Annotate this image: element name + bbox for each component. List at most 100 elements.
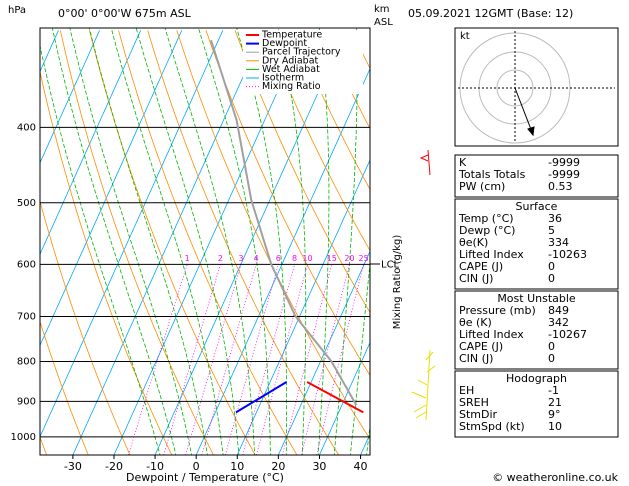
wet-adiabat <box>69 28 193 455</box>
index-label: Lifted Index <box>459 328 524 341</box>
dry-adiabat <box>147 30 340 455</box>
index-value: 0 <box>548 272 555 285</box>
isotherm <box>40 30 183 347</box>
indices-panel: K -9999 Totals Totals -9999 PW (cm) 0.53 Surfa… <box>454 154 619 438</box>
legend-label: Mixing Ratio <box>262 81 321 92</box>
x-tick-label: -20 <box>105 460 123 473</box>
index-label: Lifted Index <box>459 248 524 261</box>
section-title: Hodograph <box>506 372 567 385</box>
mixing-ratio-label: 10 <box>302 254 312 263</box>
mixing-ratio-label: 8 <box>292 254 297 263</box>
isotherm <box>40 30 100 164</box>
index-value: 342 <box>548 316 569 329</box>
wet-adiabat <box>236 28 288 455</box>
legend-label: Temperature <box>261 30 322 41</box>
y-unit: hPa <box>8 5 26 16</box>
legend-label: Wet Adiabat <box>262 64 320 75</box>
index-label: EH <box>459 384 474 397</box>
mixing-ratio-line <box>282 264 333 455</box>
x-axis-label: Dewpoint / Temperature (°C) <box>126 471 284 484</box>
y2-axis-label: Mixing Ratio (g/kg) <box>392 235 403 330</box>
isotherm <box>154 30 347 455</box>
index-value: -10263 <box>548 248 587 261</box>
index-value: 334 <box>548 236 569 249</box>
dry-adiabat <box>40 70 173 455</box>
wet-adiabat <box>349 259 370 455</box>
mixing-ratio-label: 2 <box>218 254 223 263</box>
wind-barb <box>411 349 436 421</box>
dry-adiabat <box>176 30 370 440</box>
wet-adiabat <box>317 28 330 455</box>
indices-box <box>454 370 619 438</box>
dry-adiabat <box>205 30 370 377</box>
mixing-ratio-label: 15 <box>327 254 337 263</box>
index-label: K <box>459 156 467 169</box>
section-title: Surface <box>516 200 558 213</box>
km-label: km <box>374 4 390 15</box>
dry-adiabat <box>292 30 370 191</box>
footer: © weatheronline.co.uk <box>492 471 618 484</box>
mixing-ratio-line <box>128 264 188 455</box>
wet-adiabat <box>40 44 161 455</box>
mixing-ratio-label: 1 <box>185 254 190 263</box>
wet-adiabat <box>277 28 307 455</box>
index-value: 0 <box>548 352 555 365</box>
wet-adiabat <box>51 28 177 455</box>
index-label: CIN (J) <box>459 352 493 365</box>
wet-adiabat <box>88 28 208 455</box>
dry-adiabat <box>59 30 214 455</box>
legend-label: Parcel Trajectory <box>262 47 341 58</box>
lcl-label: LCL <box>381 259 400 270</box>
legend-box <box>243 30 363 94</box>
index-value: -9999 <box>548 168 580 181</box>
index-value: 0.53 <box>548 180 573 193</box>
y-tick-label: 800 <box>17 357 36 368</box>
index-value: 36 <box>548 212 562 225</box>
background-lines <box>40 28 370 455</box>
index-label: StmSpd (kt) <box>459 420 525 433</box>
index-label: θe (K) <box>459 316 492 329</box>
isotherm <box>319 341 370 455</box>
dry-adiabat <box>89 30 256 455</box>
mixing-ratio-label: 20 <box>344 254 354 263</box>
dry-adiabat <box>40 320 89 455</box>
plot-frame <box>39 27 371 456</box>
km-label: ASL <box>374 17 393 28</box>
indices-box <box>454 154 619 198</box>
profile-line <box>210 39 358 406</box>
index-value: -9999 <box>548 156 580 169</box>
wind-barbs <box>411 349 436 421</box>
index-label: θe(K) <box>459 236 488 249</box>
index-label: CAPE (J) <box>459 340 503 353</box>
mixing-ratio-label: 25 <box>359 254 369 263</box>
index-value: 10 <box>548 420 562 433</box>
index-label: CAPE (J) <box>459 260 503 273</box>
mixing-ratio-line <box>201 264 257 455</box>
dry-adiabat <box>118 30 298 455</box>
wet-adiabat <box>135 28 240 455</box>
profiles <box>210 39 364 414</box>
hodograph <box>458 31 615 144</box>
index-label: CIN (J) <box>459 272 493 285</box>
hodograph-ring <box>496 69 534 107</box>
x-tick-label: 40 <box>354 460 368 473</box>
mixing-ratio-line <box>242 264 295 455</box>
y-tick-label: 700 <box>17 311 36 322</box>
index-value: 0 <box>548 260 555 273</box>
y-tick-label: 400 <box>17 122 36 133</box>
index-value: 5 <box>548 224 555 237</box>
mixing-ratio-line <box>224 264 279 455</box>
index-value: 849 <box>548 304 569 317</box>
index-label: SREH <box>459 396 489 409</box>
isotherm <box>40 30 224 438</box>
legend-label: Dry Adiabat <box>262 55 319 66</box>
index-value: -1 <box>548 384 559 397</box>
dry-adiabat <box>263 30 370 252</box>
isotherm <box>40 30 142 255</box>
index-label: PW (cm) <box>459 180 505 193</box>
x-tick-label: 20 <box>271 460 285 473</box>
mixing-ratio-line <box>316 264 364 455</box>
profile-line <box>306 381 364 414</box>
